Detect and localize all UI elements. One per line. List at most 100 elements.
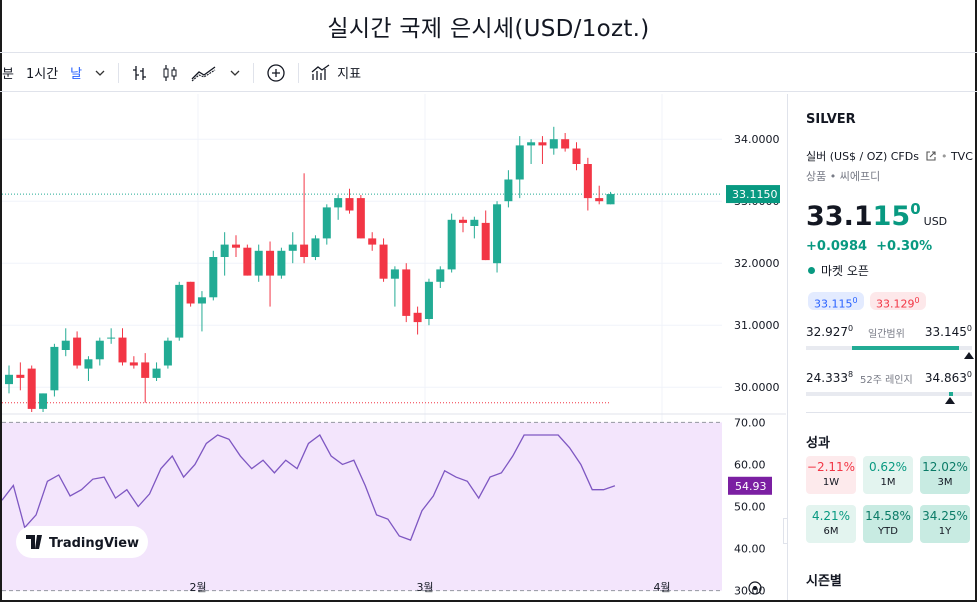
candle-body (84, 359, 93, 369)
candle-body (141, 362, 150, 378)
symbol-description: 실버 (US$ / OZ) CFDs • TVC (806, 150, 973, 163)
week52-range-bar (806, 392, 972, 396)
indicators-button[interactable]: 지표 (305, 54, 367, 91)
area-chart-icon (191, 65, 216, 81)
toolbar-divider (118, 62, 120, 83)
change-abs: +0.0984 (806, 239, 868, 254)
candle-body (515, 145, 524, 180)
week52-label: 52주 레인지 (860, 375, 913, 386)
candle-body (368, 238, 377, 245)
candle-body (504, 179, 513, 202)
interval-day-label: 날 (70, 67, 83, 82)
candle-body (163, 340, 172, 366)
rsi-tick-label: 70.00 (734, 416, 766, 429)
chart-style-dropdown[interactable] (223, 54, 247, 91)
candle-body (413, 312, 422, 323)
rsi-line (1, 434, 616, 541)
perf-tile-1w[interactable]: −2.11% 1W (806, 456, 856, 494)
candle-body (322, 207, 331, 239)
candle-body (390, 269, 399, 279)
candle-body (197, 297, 206, 304)
compare-button[interactable] (260, 54, 292, 91)
candles-icon (163, 64, 177, 81)
candle-body (232, 244, 240, 248)
candle-body (583, 164, 592, 199)
toolbar-divider (253, 62, 255, 83)
day-range-label: 일간범위 (868, 329, 905, 340)
candle-body (186, 281, 195, 304)
price-sup: 0 (910, 200, 921, 218)
interval-minute[interactable]: 분 (0, 54, 20, 91)
ask-price: 33.1290 (870, 292, 926, 311)
candle-body (311, 238, 320, 257)
price-change: +0.0984 +0.30% (806, 239, 932, 254)
x-tick-label: 3월 (416, 581, 433, 594)
ask-value: 33.129 (876, 297, 915, 311)
bar-style-button[interactable] (125, 54, 155, 91)
perf-tile-ytd[interactable]: 14.58% YTD (863, 505, 913, 543)
perf-period: 1W (822, 477, 840, 488)
candle-body (129, 362, 138, 366)
change-pct: +0.30% (876, 239, 933, 254)
market-status-text: 마켓 오픈 (821, 264, 869, 278)
candle-body (470, 219, 479, 226)
price-currency: USD (923, 215, 948, 228)
area-style-button[interactable] (185, 54, 223, 91)
candle-body (175, 284, 184, 338)
last-price-badge (726, 185, 780, 204)
candle-body (300, 244, 309, 257)
price-chart[interactable]: 34.000033.000032.000031.000030.000033.11… (1, 94, 786, 599)
perf-value: −2.11% (806, 460, 856, 474)
interval-1h[interactable]: 1시간 (20, 54, 64, 91)
external-link-icon[interactable] (925, 150, 937, 162)
symbol-name[interactable]: SILVER (806, 112, 856, 127)
rsi-tick-label: 60.00 (734, 458, 766, 471)
last-price: 33.1150USD (806, 200, 947, 232)
day-low: 32.9270 (806, 324, 854, 339)
perf-tile-3m[interactable]: 12.02% 3M (920, 456, 970, 494)
perf-period: 6M (823, 526, 839, 537)
candle-body (254, 250, 263, 276)
y-tick-label: 34.0000 (734, 133, 780, 146)
tradingview-logo-icon (26, 535, 42, 549)
chart-area[interactable]: 34.000033.000032.000031.000030.000033.11… (1, 94, 786, 599)
perf-value: 12.02% (922, 460, 968, 474)
candle-body (447, 219, 456, 270)
perf-period: 3M (937, 477, 953, 488)
market-status: 마켓 오픈 (808, 262, 869, 279)
day-range-bar (806, 346, 972, 350)
interval-day[interactable]: 날 (64, 54, 88, 91)
candle-style-button[interactable] (155, 54, 185, 91)
candle-body (356, 198, 365, 239)
candle-body (209, 257, 218, 298)
candle-body (220, 244, 229, 257)
settings-gear-center (753, 586, 757, 590)
bid-sup: 0 (852, 296, 858, 305)
week52-range: 24.3338 52주 레인지 34.8630 (806, 370, 976, 386)
watermark-text: TradingView (49, 536, 139, 551)
price-main: 33.1 (806, 201, 873, 232)
rsi-band (2, 422, 722, 591)
candle-body (243, 247, 252, 276)
rsi-last-badge (728, 476, 772, 495)
candle-body (50, 346, 59, 391)
perf-tile-1y[interactable]: 34.25% 1Y (920, 505, 970, 543)
perf-tile-1m[interactable]: 0.62% 1M (863, 456, 913, 494)
rsi-tick-label: 40.00 (734, 543, 766, 556)
perf-value: 34.25% (922, 509, 968, 523)
day-range-marker-icon (963, 352, 974, 359)
perf-period: 1M (880, 477, 896, 488)
status-dot-icon (808, 267, 815, 274)
perf-tile-6m[interactable]: 4.21% 6M (806, 505, 856, 543)
candle-body (595, 198, 604, 202)
candle-body (16, 374, 25, 378)
symbol-desc-text: 실버 (US$ / OZ) CFDs (806, 150, 919, 163)
candle-body (152, 368, 161, 378)
candle-body (266, 250, 275, 276)
perf-period: YTD (878, 526, 898, 537)
y-tick-label: 30.0000 (734, 381, 780, 394)
y-tick-label: 32.0000 (734, 257, 780, 270)
interval-dropdown[interactable] (88, 54, 112, 91)
toolbar-divider (298, 62, 300, 83)
candle-body (107, 337, 116, 339)
